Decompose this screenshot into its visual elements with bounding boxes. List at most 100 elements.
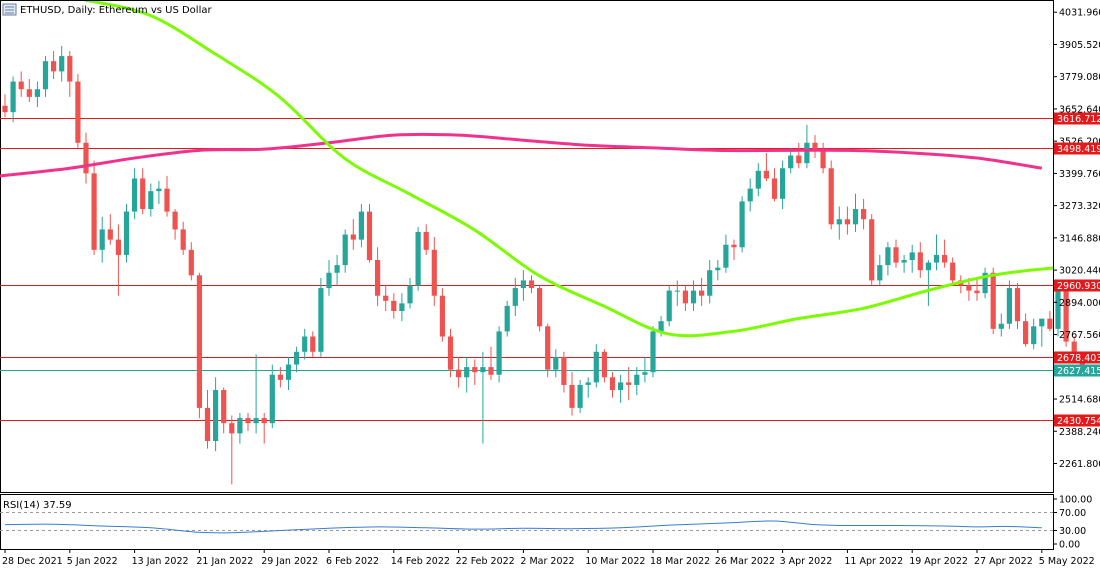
- bull-candle: [504, 305, 510, 332]
- bear-candle: [820, 150, 826, 169]
- bull-candle: [804, 142, 810, 164]
- bull-candle: [253, 418, 259, 424]
- time-tick-label: 14 Feb 2022: [391, 556, 450, 567]
- bear-candle: [844, 219, 850, 225]
- bull-candle: [132, 178, 138, 212]
- bull-candle: [42, 61, 49, 90]
- bull-candle: [901, 260, 907, 263]
- bear-candle: [974, 290, 980, 294]
- price-level-label: 2960.930: [1057, 281, 1100, 292]
- chart-title: ETHUSD, Daily: Ethereum vs US Dollar: [20, 5, 212, 16]
- time-tick-label: 27 Apr 2022: [974, 556, 1033, 567]
- bull-candle: [909, 252, 915, 261]
- bull-candle: [593, 351, 599, 383]
- bull-candle: [707, 270, 713, 296]
- bear-candle: [609, 377, 616, 391]
- bull-candle: [585, 382, 591, 385]
- bear-candle: [569, 384, 575, 408]
- bull-candle: [933, 254, 940, 263]
- bear-candle: [812, 142, 818, 151]
- rsi-tick-label: 30.00: [1059, 526, 1086, 537]
- bear-candle: [204, 407, 211, 442]
- bull-candle: [674, 290, 680, 292]
- bull-candle: [723, 244, 729, 268]
- bull-candle: [407, 285, 413, 304]
- bear-candle: [1071, 341, 1077, 355]
- bull-candle: [877, 265, 883, 281]
- bear-candle: [67, 56, 73, 82]
- bear-candle: [229, 423, 235, 434]
- bear-candle: [277, 374, 283, 380]
- bear-candle: [893, 247, 899, 263]
- price-tick-label: 3399.760: [1059, 169, 1100, 180]
- bear-candle: [1014, 288, 1021, 322]
- bull-candle: [334, 265, 340, 273]
- bull-candle: [618, 382, 624, 391]
- price-tick-label: 3905.520: [1059, 40, 1100, 51]
- bull-candle: [269, 374, 275, 424]
- price-level-badge: [1054, 112, 1100, 125]
- bear-candle: [431, 249, 437, 296]
- bear-candle: [245, 418, 251, 424]
- bull-candle: [642, 372, 648, 375]
- current-price-label: 2627.415: [1057, 366, 1100, 377]
- price-tick-label: 2894.000: [1059, 298, 1100, 309]
- bull-candle: [512, 288, 518, 306]
- bull-candle: [1006, 288, 1012, 324]
- bull-candle: [34, 89, 40, 97]
- bull-candle: [1031, 326, 1037, 345]
- bull-candle: [294, 351, 300, 365]
- time-tick-label: 21 Jan 2022: [196, 556, 253, 567]
- bear-candle: [682, 290, 688, 304]
- bear-candle: [261, 418, 267, 424]
- bull-candle: [59, 56, 65, 72]
- bull-candle: [1039, 318, 1045, 327]
- bull-candle: [213, 390, 219, 442]
- candlestick-series: [2, 45, 1085, 485]
- bear-candle: [537, 288, 543, 327]
- price-tick-label: 3020.440: [1059, 266, 1100, 277]
- bull-candle: [464, 367, 470, 378]
- bear-candle: [350, 234, 356, 240]
- bull-candle: [399, 303, 405, 312]
- bull-candle: [658, 321, 664, 332]
- bull-candle: [285, 364, 292, 380]
- moving-averages: [0, 1, 1053, 338]
- bull-candle: [998, 323, 1004, 329]
- window-icon[interactable]: [2, 3, 17, 16]
- bear-candle: [391, 300, 397, 312]
- bull-candle: [99, 229, 105, 250]
- price-tick-label: 2514.680: [1059, 395, 1100, 406]
- bear-candle: [140, 178, 146, 210]
- bear-candle: [1047, 318, 1053, 329]
- bull-candle: [788, 155, 794, 169]
- bull-candle: [553, 356, 559, 370]
- price-level-badge: [1054, 142, 1100, 155]
- bull-candle: [10, 81, 16, 113]
- time-tick-label: 28 Dec 2021: [2, 556, 63, 567]
- bull-candle: [326, 272, 332, 289]
- bull-candle: [302, 336, 308, 352]
- time-tick-label: 5 May 2022: [1039, 556, 1095, 567]
- bull-candle: [318, 288, 324, 352]
- bear-candle: [188, 249, 194, 276]
- price-tick-label: 2388.240: [1059, 427, 1100, 438]
- bear-candle: [83, 142, 89, 174]
- price-tick-label: 3652.640: [1059, 104, 1100, 115]
- bear-candle: [383, 295, 389, 301]
- bull-candle: [982, 272, 988, 294]
- bull-candle: [520, 280, 526, 289]
- price-level-badge: [1054, 279, 1100, 292]
- bull-candle: [852, 209, 859, 225]
- time-tick-label: 2 Mar 2022: [520, 556, 574, 567]
- price-level-labels: 3616.712 3498.419 2960.930 2678.403 2430.754…: [1054, 112, 1100, 427]
- bear-candle: [796, 155, 802, 164]
- bear-candle: [375, 260, 381, 296]
- price-levels: [0, 118, 1053, 421]
- price-tick-label: 2261.800: [1059, 459, 1100, 470]
- bear-candle: [561, 356, 567, 385]
- bull-candle: [148, 191, 154, 210]
- price-level-label: 2678.403: [1057, 353, 1100, 364]
- bear-candle: [861, 209, 867, 220]
